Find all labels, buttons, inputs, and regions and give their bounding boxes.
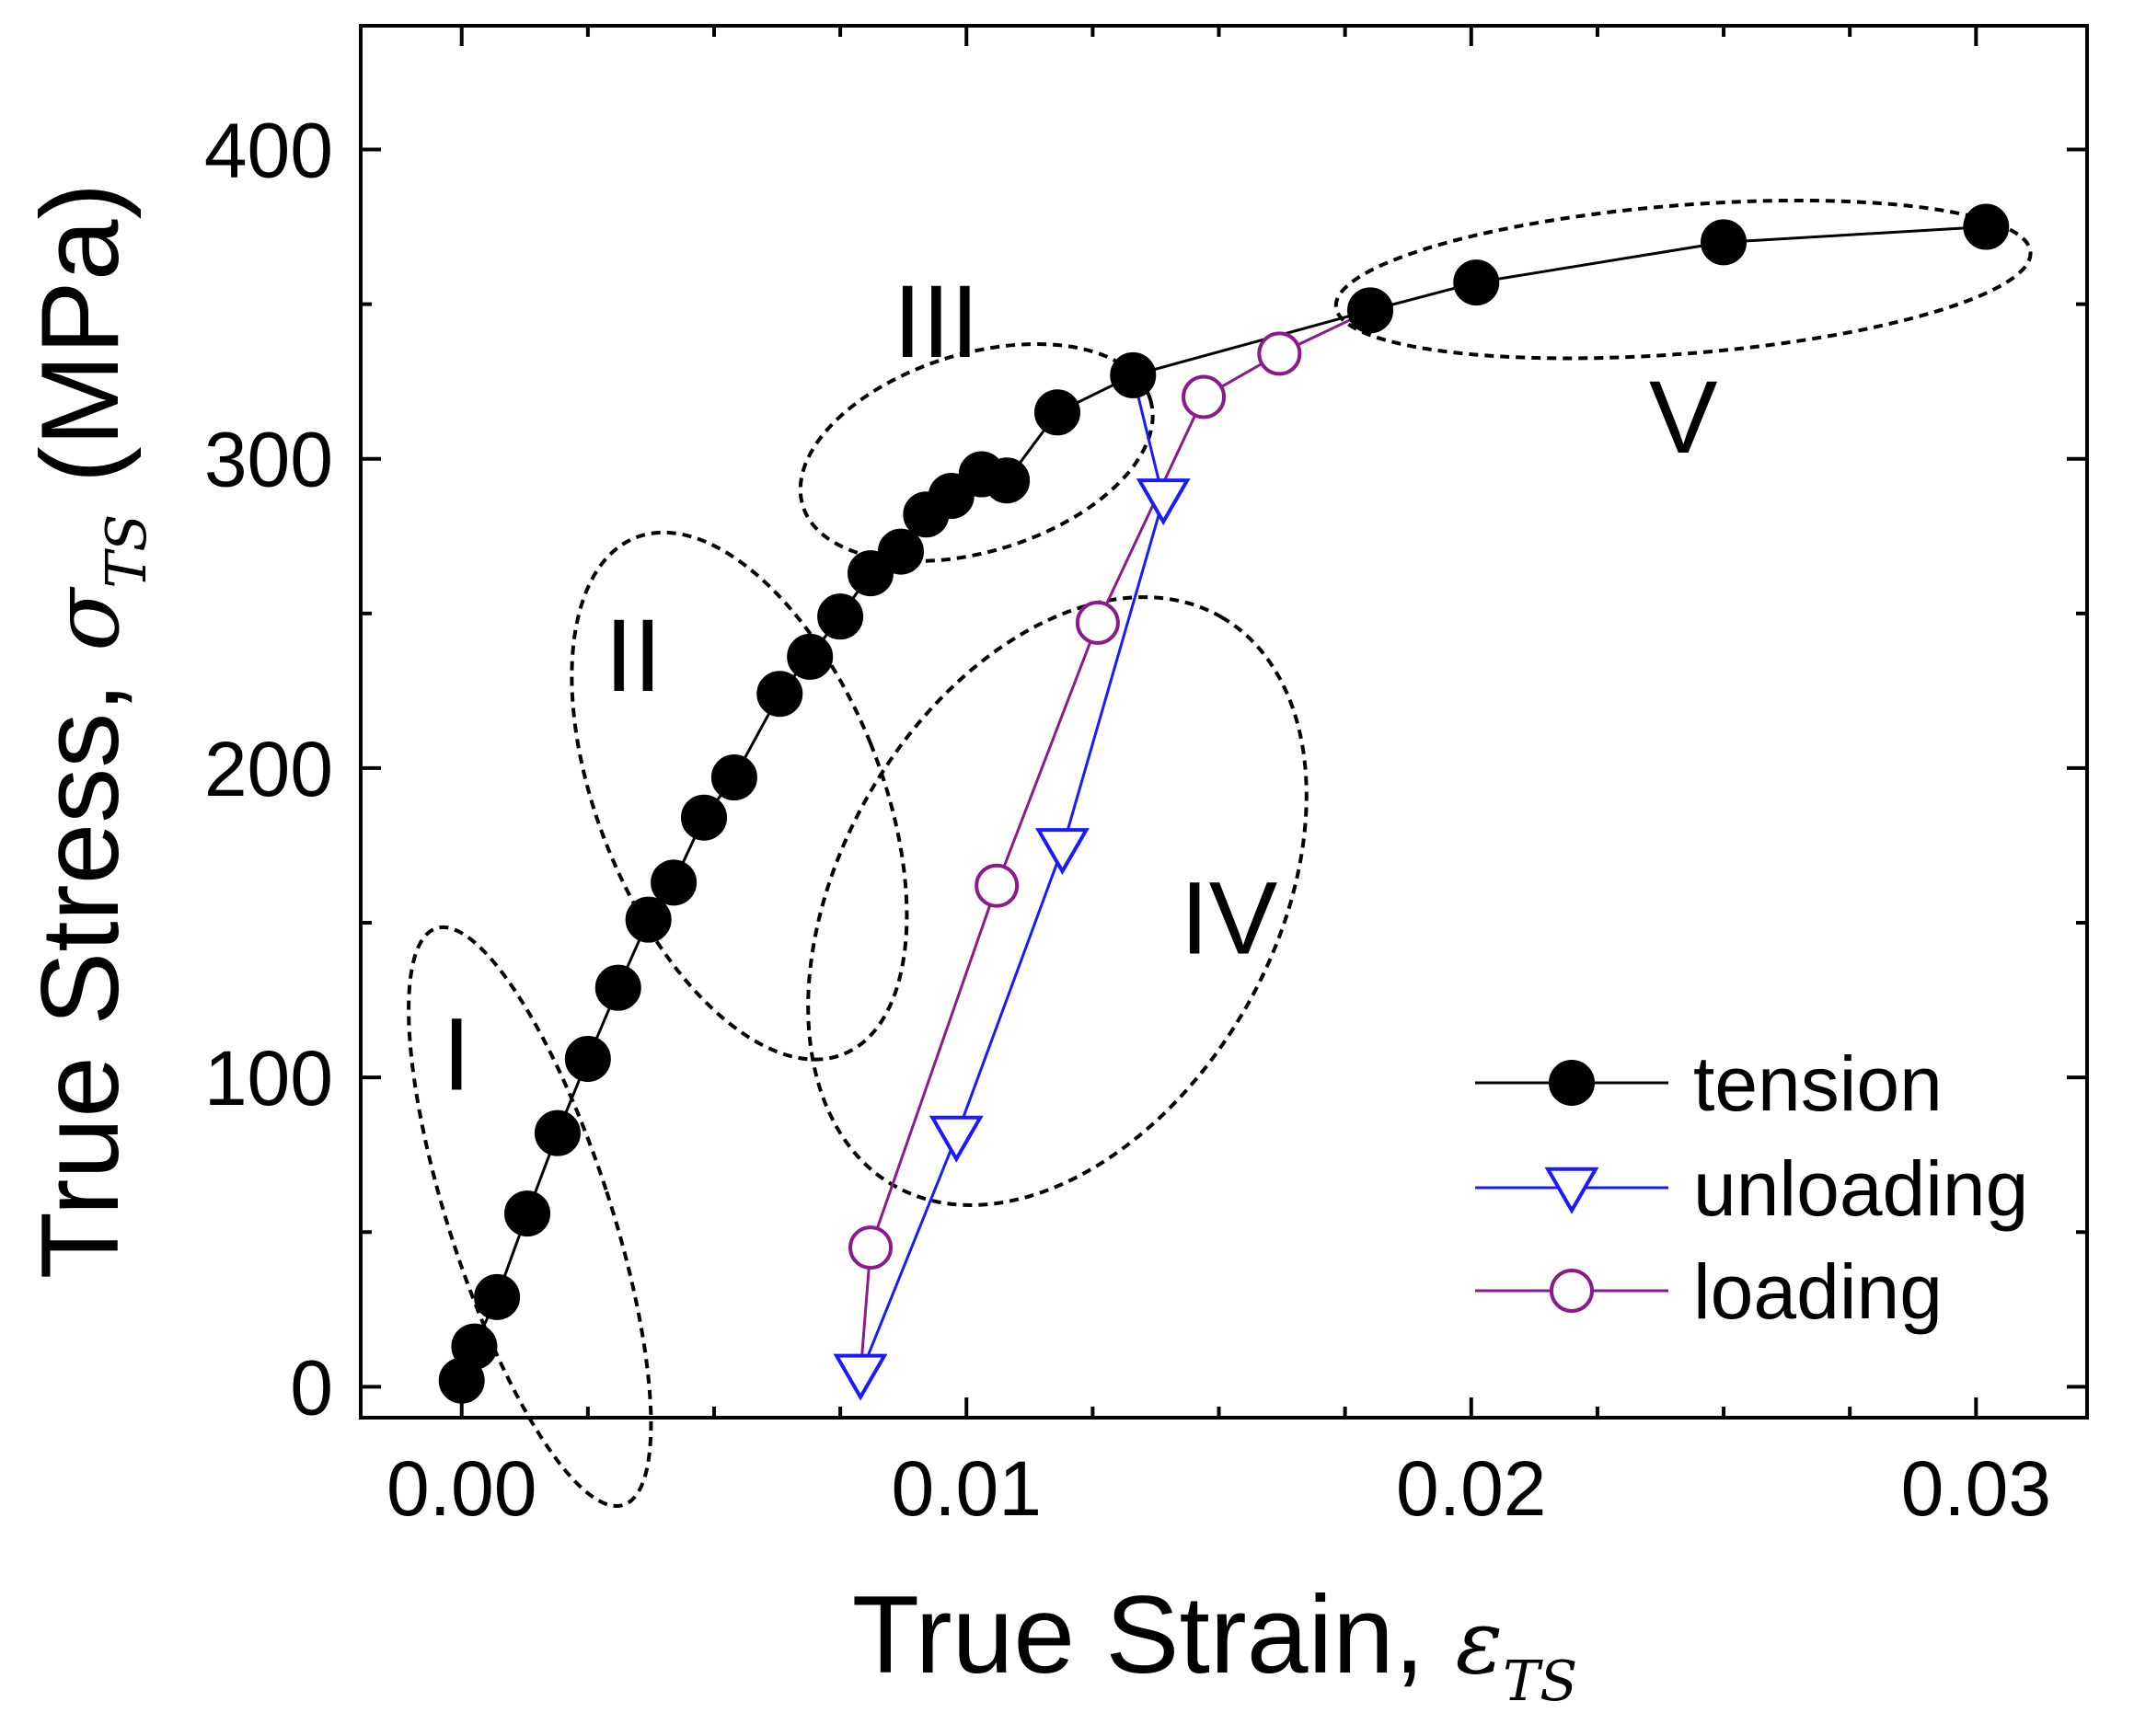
region-label-iv: IV	[1181, 861, 1278, 976]
data-point-tension	[1347, 287, 1394, 334]
x-tick-label: 0.03	[1901, 1445, 2052, 1532]
region-ellipse-ii	[570, 530, 909, 1062]
axes: 0.00 0.01 0.02 0.03 0 100 200 300 400 True Strain…	[18, 24, 2089, 1714]
legend-marker-unloading	[1544, 1167, 1599, 1214]
legend-label-loading: loading	[1693, 1248, 1943, 1335]
series-markers-tension	[438, 203, 2010, 1404]
region-ellipse-i	[407, 925, 653, 1508]
data-point-tension	[534, 1109, 581, 1156]
region-label-i: I	[443, 997, 471, 1112]
series-markers-unloading	[833, 478, 1191, 1401]
data-point-unloading	[833, 1353, 888, 1401]
data-point-tension	[1963, 203, 2010, 250]
legend-label-unloading: unloading	[1693, 1145, 2028, 1232]
region-ellipse-v	[1333, 198, 2033, 361]
data-point-tension	[787, 633, 834, 680]
data-point-tension	[1110, 351, 1157, 398]
data-point-tension	[984, 457, 1031, 504]
legend-label-tension: tension	[1693, 1040, 1943, 1127]
legend-item-tension: tension	[1475, 1040, 1943, 1127]
data-point-tension	[681, 794, 728, 841]
data-point-loading	[1182, 374, 1227, 420]
x-tick-label: 0.02	[1396, 1445, 1547, 1532]
data-point-loading	[975, 863, 1020, 908]
y-axis-title: True Stress, σTS (MPa)	[18, 183, 159, 1280]
legend-marker-loading	[1550, 1269, 1594, 1313]
y-tick-label: 400	[204, 107, 333, 193]
data-point-tension	[504, 1190, 551, 1237]
data-point-unloading	[929, 1115, 984, 1163]
data-point-tension	[756, 671, 803, 718]
data-point-tension	[594, 964, 641, 1011]
data-point-tension	[1701, 219, 1748, 266]
data-point-tension	[877, 528, 924, 575]
data-point-unloading	[1136, 478, 1191, 526]
plot-frame	[359, 24, 2089, 1420]
data-point-tension	[1033, 389, 1080, 436]
data-point-tension	[625, 896, 672, 943]
data-point-tension	[651, 859, 698, 906]
data-point-tension	[474, 1273, 521, 1320]
x-tick-label: 0.00	[386, 1445, 537, 1532]
x-tick-label: 0.01	[891, 1445, 1042, 1532]
y-tick-label: 200	[204, 726, 333, 812]
data-point-unloading	[1035, 828, 1090, 876]
region-label-ii: II	[605, 598, 662, 713]
data-point-tension	[564, 1035, 611, 1082]
legend-item-unloading: unloading	[1475, 1145, 2028, 1232]
y-tick-label: 300	[204, 417, 333, 503]
data-point-loading	[1075, 600, 1120, 645]
series-markers	[438, 203, 2010, 1404]
region-ellipse-iii	[798, 342, 1155, 563]
legend-item-loading: loading	[1475, 1248, 1943, 1335]
data-point-loading	[848, 1225, 894, 1270]
data-point-tension	[710, 754, 757, 801]
data-point-tension	[1453, 259, 1500, 306]
data-point-loading	[1257, 331, 1302, 376]
data-point-tension	[817, 593, 864, 640]
legend: tension unloading loading	[1475, 1040, 2028, 1335]
region-label-v: V	[1649, 360, 1718, 475]
series-markers-loading	[848, 331, 1302, 1270]
y-tick-label: 0	[290, 1344, 333, 1431]
data-point-tension	[451, 1323, 498, 1370]
region-label-iii: III	[894, 264, 979, 379]
x-axis-title: True Strain, εTS	[852, 1573, 1577, 1714]
legend-marker-tension	[1549, 1060, 1595, 1106]
y-tick-label: 100	[204, 1035, 333, 1121]
